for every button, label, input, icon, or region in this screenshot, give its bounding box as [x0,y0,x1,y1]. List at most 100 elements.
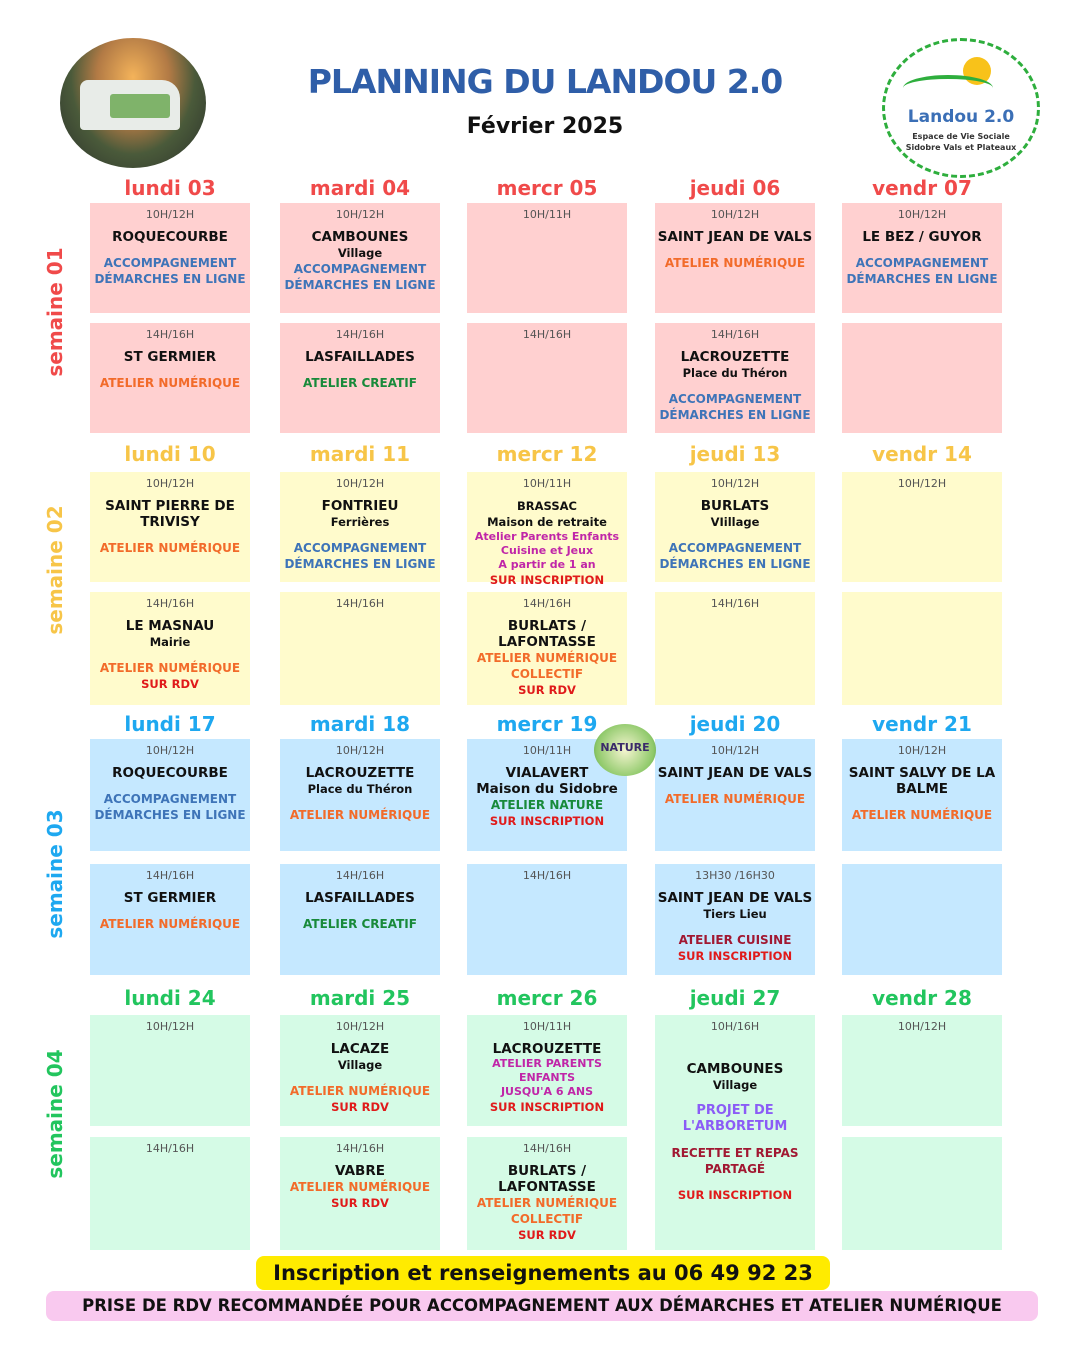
slot-line-place: LAFONTASSE [498,1179,596,1195]
slot-line-orange: ATELIER NUMÉRIQUE [851,808,993,822]
schedule-slot [842,1137,1002,1250]
slot-line-blue: DÉMARCHES EN LIGNE [284,278,436,292]
slot-line-magenta: ATELIER PARENTS [492,1057,602,1070]
slot-time: 14H/16H [710,597,760,610]
day-header: jeudi 06 [689,176,781,200]
slot-line-sub: Tiers Lieu [703,907,767,921]
slot-line-dred: RECETTE ET REPAS [671,1146,799,1160]
schedule-slot: 10H/12H ROQUECOURBE ACCOMPAGNEMENT DÉMARCHE… [90,203,250,313]
slot-time: 14H/16H [522,597,572,610]
landou-logo: Landou 2.0 Espace de Vie Sociale Sidobre … [882,38,1040,178]
slot-line-place: Maison du Sidobre [476,781,618,797]
slot-line-sub: VIillage [710,515,760,529]
schedule-slot: 14H/16H [280,592,440,705]
day-header: jeudi 27 [689,986,781,1010]
hill-icon [903,75,993,101]
schedule-slot: 10H/12H [842,1015,1002,1126]
slot-time: 14H/16H [522,328,572,341]
slot-line-place: BURLATS / [507,618,587,634]
slot-line-red: SUR RDV [331,1196,389,1210]
slot-line-place: VIALAVERT [505,765,589,781]
schedule-slot: 14H/16H [467,323,627,433]
slot-time: 14H/16H [145,1142,195,1155]
slot-line-place: SAINT JEAN DE VALS [657,890,813,906]
slot-time: 10H/11H [522,744,572,757]
slot-line-place: VABRE [335,1163,385,1179]
schedule-slot: 14H/16H ST GERMIER ATELIER NUMÉRIQUE [90,864,250,975]
week-label: semaine 01 [43,247,67,377]
slot-line-magenta: A partir de 1 an [498,558,596,571]
spacer [280,797,440,807]
slot-time: 10H/12H [145,744,195,757]
schedule-slot [842,592,1002,705]
schedule-slot: 14H/16H LASFAILLADES ATELIER CREATIF [280,323,440,433]
slot-line-orange: COLLECTIF [510,667,584,681]
slot-line-orange: ATELIER NUMÉRIQUE [99,917,241,931]
slot-line-place: CAMBOUNES [686,1061,784,1077]
month-subtitle: Février 2025 [466,114,624,139]
day-header: vendr 14 [872,442,972,466]
slot-time: 10H/12H [710,744,760,757]
slot-time: 14H/16H [145,597,195,610]
logo-name: Landou 2.0 [907,107,1015,127]
schedule-slot: 10H/12H SAINT PIERRE DE TRIVISY ATELIER NUM… [90,472,250,582]
slot-line-orange: COLLECTIF [510,1212,584,1226]
slot-line-orange: ATELIER NUMÉRIQUE [476,651,618,665]
slot-line-orange: ATELIER NUMÉRIQUE [99,661,241,675]
notice-banner: PRISE DE RDV RECOMMANDÉE POUR ACCOMPAGNE… [46,1291,1038,1321]
spacer [90,365,250,375]
schedule-slot: 14H/16H ST GERMIER ATELIER NUMÉRIQUE [90,323,250,433]
day-header: mardi 11 [309,442,411,466]
week-label: semaine 03 [43,809,67,939]
slot-line-red: SUR INSCRIPTION [677,949,793,963]
slot-line-place: CAMBOUNES [311,229,409,245]
schedule-slot [842,864,1002,975]
day-header: lundi 03 [124,176,216,200]
slot-line-place: ST GERMIER [123,890,217,906]
slot-line-blue: ACCOMPAGNEMENT [103,256,237,270]
day-header: vendr 28 [872,986,972,1010]
slot-line-place: LACROUZETTE [492,1041,602,1057]
schedule-slot: 10H/11H BRASSAC Maison de retraite Atelier … [467,472,627,587]
schedule-slot: 14H/16H [467,864,627,975]
slot-line-place: SAINT JEAN DE VALS [657,765,813,781]
schedule-slot: 10H/12H [90,1015,250,1126]
slot-line-blue: DÉMARCHES EN LIGNE [846,272,998,286]
spacer [280,365,440,375]
schedule-slot: 10H/12H LACAZE Village ATELIER NUMÉRIQUE SUR… [280,1015,440,1126]
spacer [655,245,815,255]
schedule-slot: 10H/12H [842,472,1002,582]
slot-line-place: LASFAILLADES [305,349,415,365]
spacer [655,530,815,540]
slot-line-magsub: Maison de retraite [487,515,607,529]
schedule-slot: 14H/16H BURLATS / LAFONTASSE ATELIER NUMÉRI… [467,1137,627,1250]
slot-line-place: LE MASNAU [125,618,215,634]
schedule-slot: 10H/12H ROQUECOURBE ACCOMPAGNEMENT DÉMARCHE… [90,739,250,851]
slot-time: 10H/12H [897,1020,947,1033]
van-illustration [80,80,180,130]
slot-time: 10H/12H [897,208,947,221]
slot-time: 14H/16H [145,328,195,341]
slot-line-place: SAINT SALVY DE LA [848,765,996,781]
week-label: semaine 04 [43,1049,67,1179]
schedule-slot: 10H/11H LACROUZETTE ATELIER PARENTS ENFANTS… [467,1015,627,1126]
spacer [90,650,250,660]
slot-line-place: BALME [896,781,948,797]
slot-line-sub: Place du Théron [682,366,788,380]
slot-line-place: TRIVISY [140,514,200,530]
slot-time: 14H/16H [522,869,572,882]
day-header: lundi 10 [124,442,216,466]
slot-line-orange: ATELIER NUMÉRIQUE [664,256,806,270]
slot-line-place: LE BEZ / GUYOR [862,229,982,245]
slot-line-blue: ACCOMPAGNEMENT [293,541,427,555]
spacer [655,381,815,391]
schedule-slot [842,323,1002,433]
slot-line-dred: ATELIER CUISINE [678,933,792,947]
spacer [280,1073,440,1083]
slot-line-orange: ATELIER NUMÉRIQUE [289,1084,431,1098]
slot-line-red: SUR RDV [331,1100,389,1114]
logo-tagline: Espace de Vie Sociale Sidobre Vals et Pla… [885,131,1037,153]
slot-time: 10H/12H [897,744,947,757]
slot-line-sub: Village [712,1078,758,1092]
spacer [842,245,1002,255]
